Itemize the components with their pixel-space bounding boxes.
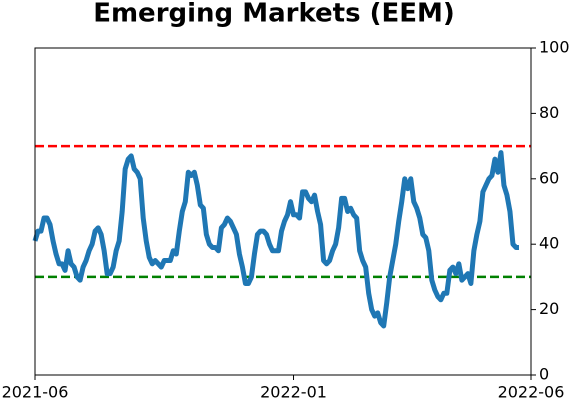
plot-frame xyxy=(34,47,532,376)
y-tick-label: 60 xyxy=(539,168,559,187)
x-tick-label: 2021-06 xyxy=(2,383,69,402)
y-tick-label: 0 xyxy=(539,365,549,384)
y-tick-label: 20 xyxy=(539,299,559,318)
y-tick-label: 40 xyxy=(539,234,559,253)
data-line xyxy=(32,150,519,329)
y-tick-label: 80 xyxy=(539,103,559,122)
x-tick-label: 2022-01 xyxy=(260,383,327,402)
x-tick-label: 2022-06 xyxy=(498,383,565,402)
chart-title: Emerging Markets (EEM) xyxy=(93,0,455,29)
y-tick-label: 100 xyxy=(539,38,570,57)
